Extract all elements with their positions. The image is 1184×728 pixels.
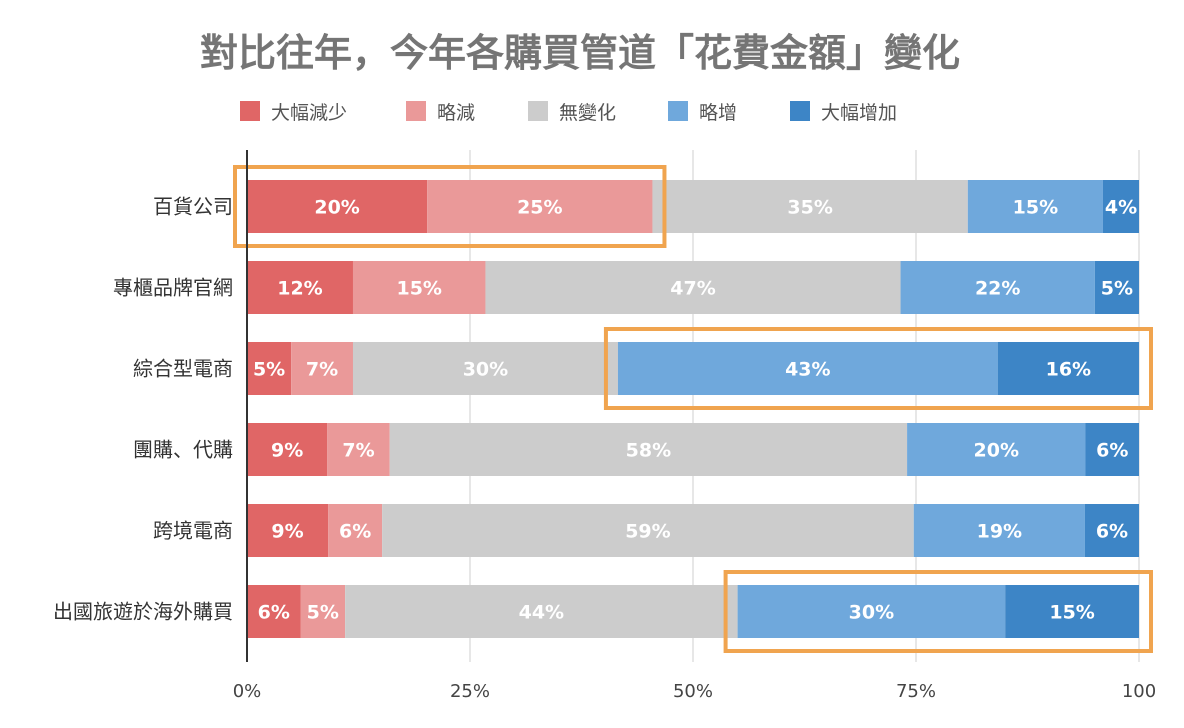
data-label-5-0: 6% — [258, 602, 290, 624]
x-tick-label-1: 25% — [450, 681, 490, 702]
bar-4-2 — [382, 504, 914, 557]
x-tick-label-3: 75% — [896, 681, 936, 702]
data-label-3-3: 20% — [974, 440, 1019, 462]
data-label-3-4: 6% — [1096, 440, 1128, 462]
data-label-1-1: 15% — [396, 278, 441, 300]
data-label-5-3: 30% — [849, 602, 894, 624]
bar-0-1 — [427, 180, 653, 233]
legend-swatch-3 — [668, 101, 688, 121]
legend-label-1: 略減 — [437, 102, 475, 124]
legend-label-3: 略增 — [699, 102, 737, 124]
category-label-3: 團購、代購 — [133, 438, 233, 462]
x-tick-label-4: 100 — [1122, 681, 1156, 702]
data-label-0-3: 15% — [1013, 197, 1058, 219]
bar-3-1 — [327, 423, 390, 476]
bar-0-3 — [967, 180, 1103, 233]
data-label-4-2: 59% — [625, 521, 670, 543]
legend: 大幅減少 略減 無變化 略增 大幅增加 — [240, 101, 897, 124]
data-label-2-0: 5% — [253, 359, 285, 381]
bar-3-0 — [247, 423, 328, 476]
bar-1-1 — [352, 261, 486, 314]
data-label-3-1: 7% — [342, 440, 374, 462]
bar-4-1 — [328, 504, 383, 557]
category-label-5: 出國旅遊於海外購買 — [53, 600, 233, 624]
legend-label-0: 大幅減少 — [271, 102, 347, 124]
data-label-5-4: 15% — [1049, 602, 1094, 624]
bar-0-2 — [652, 180, 968, 233]
data-label-2-2: 30% — [463, 359, 508, 381]
highlight-box-1 — [603, 327, 1153, 410]
bar-0-4 — [1102, 180, 1139, 233]
bar-3-4 — [1085, 423, 1139, 476]
data-label-0-4: 4% — [1105, 197, 1137, 219]
data-label-3-0: 9% — [271, 440, 303, 462]
highlight-box-0 — [233, 165, 667, 248]
data-label-1-3: 22% — [975, 278, 1020, 300]
data-label-0-0: 20% — [314, 197, 359, 219]
x-tick-label-0: 0% — [233, 681, 262, 702]
bar-1-0 — [247, 261, 353, 314]
data-label-4-0: 9% — [271, 521, 303, 543]
legend-swatch-1 — [406, 101, 426, 121]
bar-2-1 — [291, 342, 353, 395]
legend-swatch-0 — [240, 101, 260, 121]
bar-0-0 — [247, 180, 428, 233]
highlight-box-2 — [723, 570, 1153, 653]
bar-5-0 — [247, 585, 301, 638]
data-label-1-2: 47% — [670, 278, 715, 300]
bar-5-1 — [300, 585, 346, 638]
bar-5-3 — [737, 585, 1006, 638]
data-label-0-1: 25% — [517, 197, 562, 219]
highlight-boxes — [233, 165, 1153, 653]
chart-title: 對比往年，今年各購買管道「花費金額」變化 — [200, 31, 960, 75]
bars: 20% 25% 35% 15% 4% 12% 15% 47% 22% 5% 5% 7% 30% 43% 16… — [247, 180, 1139, 638]
bar-2-4 — [997, 342, 1139, 395]
bar-4-4 — [1084, 504, 1139, 557]
data-label-3-2: 58% — [626, 440, 671, 462]
data-label-0-2: 35% — [787, 197, 832, 219]
data-label-5-1: 5% — [307, 602, 339, 624]
data-label-1-0: 12% — [277, 278, 322, 300]
bar-5-2 — [345, 585, 738, 638]
data-label-1-4: 5% — [1101, 278, 1133, 300]
category-label-2: 綜合型電商 — [133, 357, 233, 381]
data-label-4-3: 19% — [977, 521, 1022, 543]
data-label-2-1: 7% — [306, 359, 338, 381]
bar-4-0 — [247, 504, 329, 557]
bar-1-4 — [1094, 261, 1139, 314]
bar-1-3 — [900, 261, 1095, 314]
bar-1-2 — [485, 261, 901, 314]
data-label-2-4: 16% — [1046, 359, 1091, 381]
legend-swatch-2 — [528, 101, 548, 121]
legend-label-2: 無變化 — [559, 102, 616, 124]
x-tick-label-2: 50% — [673, 681, 713, 702]
bar-2-0 — [247, 342, 292, 395]
data-label-5-2: 44% — [519, 602, 564, 624]
category-label-0: 百貨公司 — [153, 195, 233, 219]
data-label-4-4: 6% — [1096, 521, 1128, 543]
category-label-4: 跨境電商 — [153, 519, 233, 543]
legend-swatch-4 — [790, 101, 810, 121]
category-label-1: 專櫃品牌官網 — [113, 276, 233, 300]
bar-2-3 — [617, 342, 998, 395]
legend-label-4: 大幅增加 — [821, 102, 897, 124]
bar-2-2 — [352, 342, 618, 395]
bar-3-3 — [907, 423, 1086, 476]
bar-3-2 — [389, 423, 908, 476]
data-label-2-3: 43% — [785, 359, 830, 381]
bar-5-4 — [1005, 585, 1139, 638]
data-label-4-1: 6% — [339, 521, 371, 543]
x-axis-tick-labels: 0% 25% 50% 75% 100 — [233, 681, 1156, 702]
bar-4-3 — [913, 504, 1085, 557]
